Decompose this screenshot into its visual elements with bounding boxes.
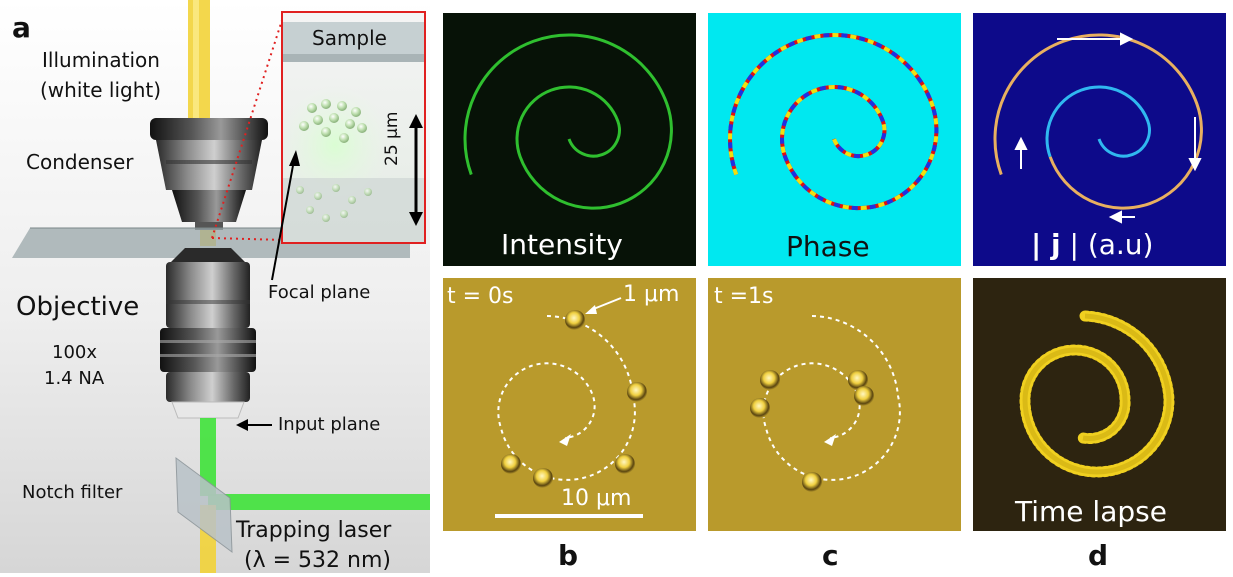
current-panel: | j | (a.u) [973, 13, 1226, 266]
trapping-laser-label: Trapping laser [236, 518, 392, 543]
focal-plane-arrow [271, 159, 295, 281]
focal-plane-label: Focal plane [268, 282, 371, 303]
laser-beam-vertical [200, 418, 216, 496]
illumination-label: Illumination [42, 48, 160, 72]
bead-size-label: 1 μm [623, 282, 680, 307]
trajectory-guide-t1 [762, 315, 901, 481]
panel-letter-b: b [558, 539, 579, 572]
intensity-spiral-plot [463, 33, 673, 210]
intensity-panel: Intensity [443, 13, 696, 266]
illumination-sublabel: (white light) [40, 78, 162, 102]
phase-spiral-blue [728, 33, 939, 211]
objective-magnification: 100x [52, 342, 98, 363]
condenser-lens [150, 118, 268, 230]
panel-letter-d: d [1088, 539, 1109, 572]
micrograph-t0-panel: t = 0s 1 μm 10 μm [443, 278, 696, 531]
current-flow-arrows [1014, 32, 1202, 224]
timelapse-image [1019, 310, 1175, 478]
inset-sample-label: Sample [312, 26, 387, 50]
inset-border [281, 11, 426, 244]
condenser-label: Condenser [26, 150, 134, 174]
phase-label: Phase [786, 230, 870, 263]
setup-panel: a Illumination (white light) Condenser O… [0, 0, 430, 573]
notch-filter [175, 456, 233, 554]
intensity-spiral [463, 33, 673, 210]
setup-illustration [0, 0, 430, 573]
current-label: | j | (a.u) [1031, 231, 1153, 259]
trajectory-guide-t0 [497, 315, 636, 481]
input-plane-label: Input plane [278, 414, 381, 435]
inset-beads [296, 99, 372, 222]
objective-na: 1.4 NA [44, 368, 105, 389]
time-label-t1: t =1s [714, 284, 774, 309]
notch-filter-label: Notch filter [22, 482, 123, 503]
current-spiral-plot [993, 32, 1203, 224]
timelapse-label: Time lapse [1015, 495, 1167, 528]
trapping-laser-wavelength: (λ = 532 nm) [244, 548, 391, 573]
phase-spiral-plot [728, 33, 939, 211]
beads-t1 [750, 370, 874, 492]
phase-spiral-red [728, 33, 939, 211]
scalebar-label: 10 μm [561, 486, 632, 511]
current-rest: | (a.u) [1060, 228, 1154, 261]
micrograph-t1-panel: t =1s [708, 278, 961, 531]
current-bars-left: | [1031, 228, 1051, 261]
panel-letter-a: a [12, 11, 31, 44]
micrograph-t0 [495, 297, 647, 518]
intensity-label: Intensity [501, 228, 623, 261]
timelapse-panel: Time lapse [973, 278, 1226, 531]
objective-label: Objective [16, 292, 140, 322]
panel-letter-c: c [822, 539, 839, 572]
beads-t0 [501, 310, 647, 488]
inset-scale-label: 25 μm [382, 111, 402, 166]
micrograph-t1 [750, 315, 901, 492]
laser-beam-horizontal [208, 494, 430, 510]
current-j: j [1050, 228, 1061, 261]
time-label-t0: t = 0s [447, 284, 514, 309]
phase-panel: Phase [708, 13, 961, 266]
objective-lens [160, 248, 256, 419]
current-spiral-outer [993, 33, 1203, 210]
sample-inset [280, 11, 426, 244]
phase-spiral-yellow [728, 33, 939, 211]
current-spiral-inner [1045, 85, 1151, 158]
scale-bar [495, 514, 643, 518]
